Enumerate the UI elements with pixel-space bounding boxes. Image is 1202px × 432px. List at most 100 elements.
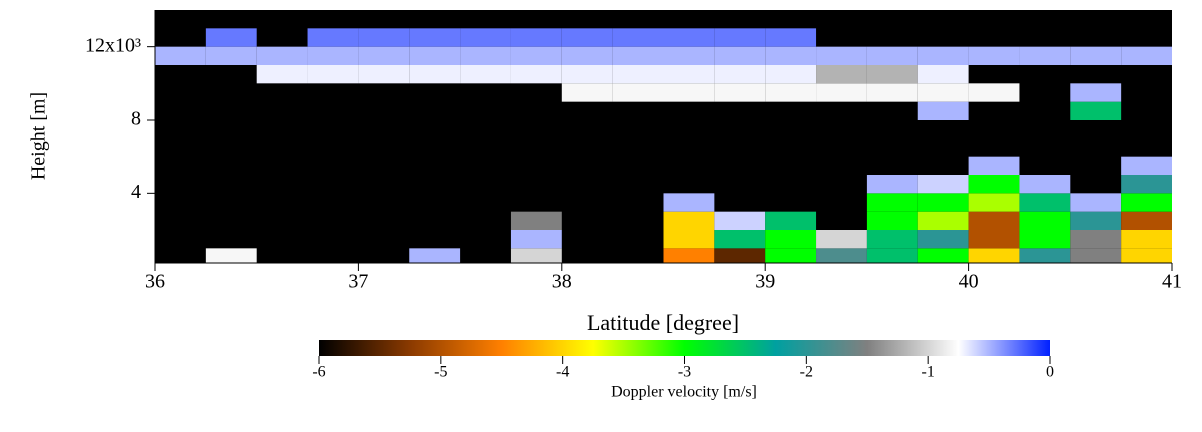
heatmap-cell — [1019, 248, 1071, 263]
heatmap-cell — [866, 175, 918, 194]
heatmap-cell — [510, 248, 562, 263]
heatmap-cell — [510, 28, 562, 47]
heatmap-cell — [663, 83, 715, 102]
colorbar-label: Doppler velocity [m/s] — [611, 384, 757, 401]
heatmap-cell — [612, 65, 664, 84]
heatmap-cell — [155, 46, 206, 65]
heatmap-cell — [765, 46, 817, 65]
heatmap-cell — [409, 65, 461, 84]
heatmap-cell — [917, 211, 969, 230]
heatmap-cell — [968, 211, 1020, 230]
heatmap-cell — [561, 46, 613, 65]
heatmap-cell — [510, 230, 562, 249]
heatmap-cell — [1070, 230, 1122, 249]
y-tick-label: 4 — [131, 181, 141, 203]
heatmap-cell — [256, 46, 308, 65]
heatmap-cell — [816, 46, 867, 65]
heatmap-cell — [307, 46, 359, 65]
heatmap-cell — [1019, 211, 1071, 230]
heatmap-cell — [714, 211, 766, 230]
heatmap-cell — [205, 248, 257, 263]
heatmap-cell — [968, 46, 1020, 65]
heatmap-cell — [1019, 46, 1071, 65]
heatmap-cell — [1121, 175, 1172, 194]
heatmap-cell — [307, 28, 359, 47]
x-tick-label: 41 — [1162, 271, 1182, 293]
heatmap-cell — [1070, 211, 1122, 230]
heatmap-cell — [816, 83, 867, 102]
heatmap-cell — [409, 28, 461, 47]
heatmap-cell — [765, 248, 817, 263]
heatmap-cell — [866, 211, 918, 230]
heatmap-cell — [866, 65, 918, 84]
heatmap-cell — [663, 248, 715, 263]
heatmap-cell — [1070, 193, 1122, 212]
heatmap-cell — [968, 193, 1020, 212]
heatmap-cell — [968, 83, 1020, 102]
heatmap-cell — [866, 83, 918, 102]
heatmap-cell — [358, 65, 410, 84]
x-tick-label: 37 — [348, 271, 368, 293]
heatmap-cell — [307, 65, 359, 84]
x-axis-label: Latitude [degree] — [587, 310, 739, 335]
heatmap-cell — [1121, 230, 1172, 249]
heatmap-cell — [663, 211, 715, 230]
x-tick-label: 39 — [755, 271, 775, 293]
heatmap-cell — [205, 46, 257, 65]
heatmap-cell — [816, 65, 867, 84]
heatmap-cell — [714, 28, 766, 47]
heatmap-cell — [714, 83, 766, 102]
heatmap-cell — [917, 46, 969, 65]
x-tick-label: 38 — [552, 271, 572, 293]
heatmap-cell — [714, 46, 766, 65]
heatmap-cell — [256, 65, 308, 84]
heatmap-cell — [1121, 193, 1172, 212]
heatmap-cell — [510, 65, 562, 84]
heatmap-cell — [917, 175, 969, 194]
heatmap-cell — [968, 156, 1020, 175]
heatmap-cell — [917, 101, 969, 120]
heatmap-cell — [917, 193, 969, 212]
x-tick-label: 36 — [145, 271, 165, 293]
heatmap-cell — [612, 46, 664, 65]
heatmap-cell — [663, 230, 715, 249]
colorbar-tick-label: -3 — [678, 364, 691, 381]
heatmap-cell — [358, 28, 410, 47]
y-tick-label: 8 — [131, 108, 141, 130]
colorbar-tick-label: -4 — [556, 364, 569, 381]
colorbar-tick-label: -5 — [434, 364, 447, 381]
heatmap-cell — [460, 28, 511, 47]
heatmap-cell — [866, 193, 918, 212]
heatmap-cell — [765, 230, 817, 249]
colorbar-tick-label: -6 — [312, 364, 325, 381]
heatmap-cell — [816, 248, 867, 263]
heatmap-cell — [765, 65, 817, 84]
heatmap-cell — [765, 211, 817, 230]
colorbar-tick-label: 0 — [1046, 364, 1054, 381]
heatmap — [155, 28, 1172, 263]
heatmap-cell — [714, 65, 766, 84]
heatmap-cell — [968, 175, 1020, 194]
heatmap-cell — [663, 46, 715, 65]
heatmap-cell — [612, 83, 664, 102]
heatmap-cell — [714, 230, 766, 249]
heatmap-cell — [1121, 46, 1172, 65]
heatmap-cell — [917, 65, 969, 84]
heatmap-cell — [968, 230, 1020, 249]
heatmap-cell — [1121, 248, 1172, 263]
heatmap-cell — [714, 248, 766, 263]
heatmap-cell — [460, 65, 511, 84]
heatmap-cell — [561, 65, 613, 84]
heatmap-cell — [409, 46, 461, 65]
heatmap-cell — [765, 83, 817, 102]
heatmap-cell — [612, 28, 664, 47]
heatmap-cell — [866, 248, 918, 263]
heatmap-cell — [205, 28, 257, 47]
y-axis-label: Height [m] — [28, 92, 50, 180]
y-tick-label: 12x10³ — [85, 34, 141, 56]
heatmap-cell — [765, 28, 817, 47]
heatmap-cell — [561, 28, 613, 47]
colorbar — [319, 340, 1050, 356]
heatmap-cell — [1070, 46, 1122, 65]
heatmap-cell — [663, 193, 715, 212]
